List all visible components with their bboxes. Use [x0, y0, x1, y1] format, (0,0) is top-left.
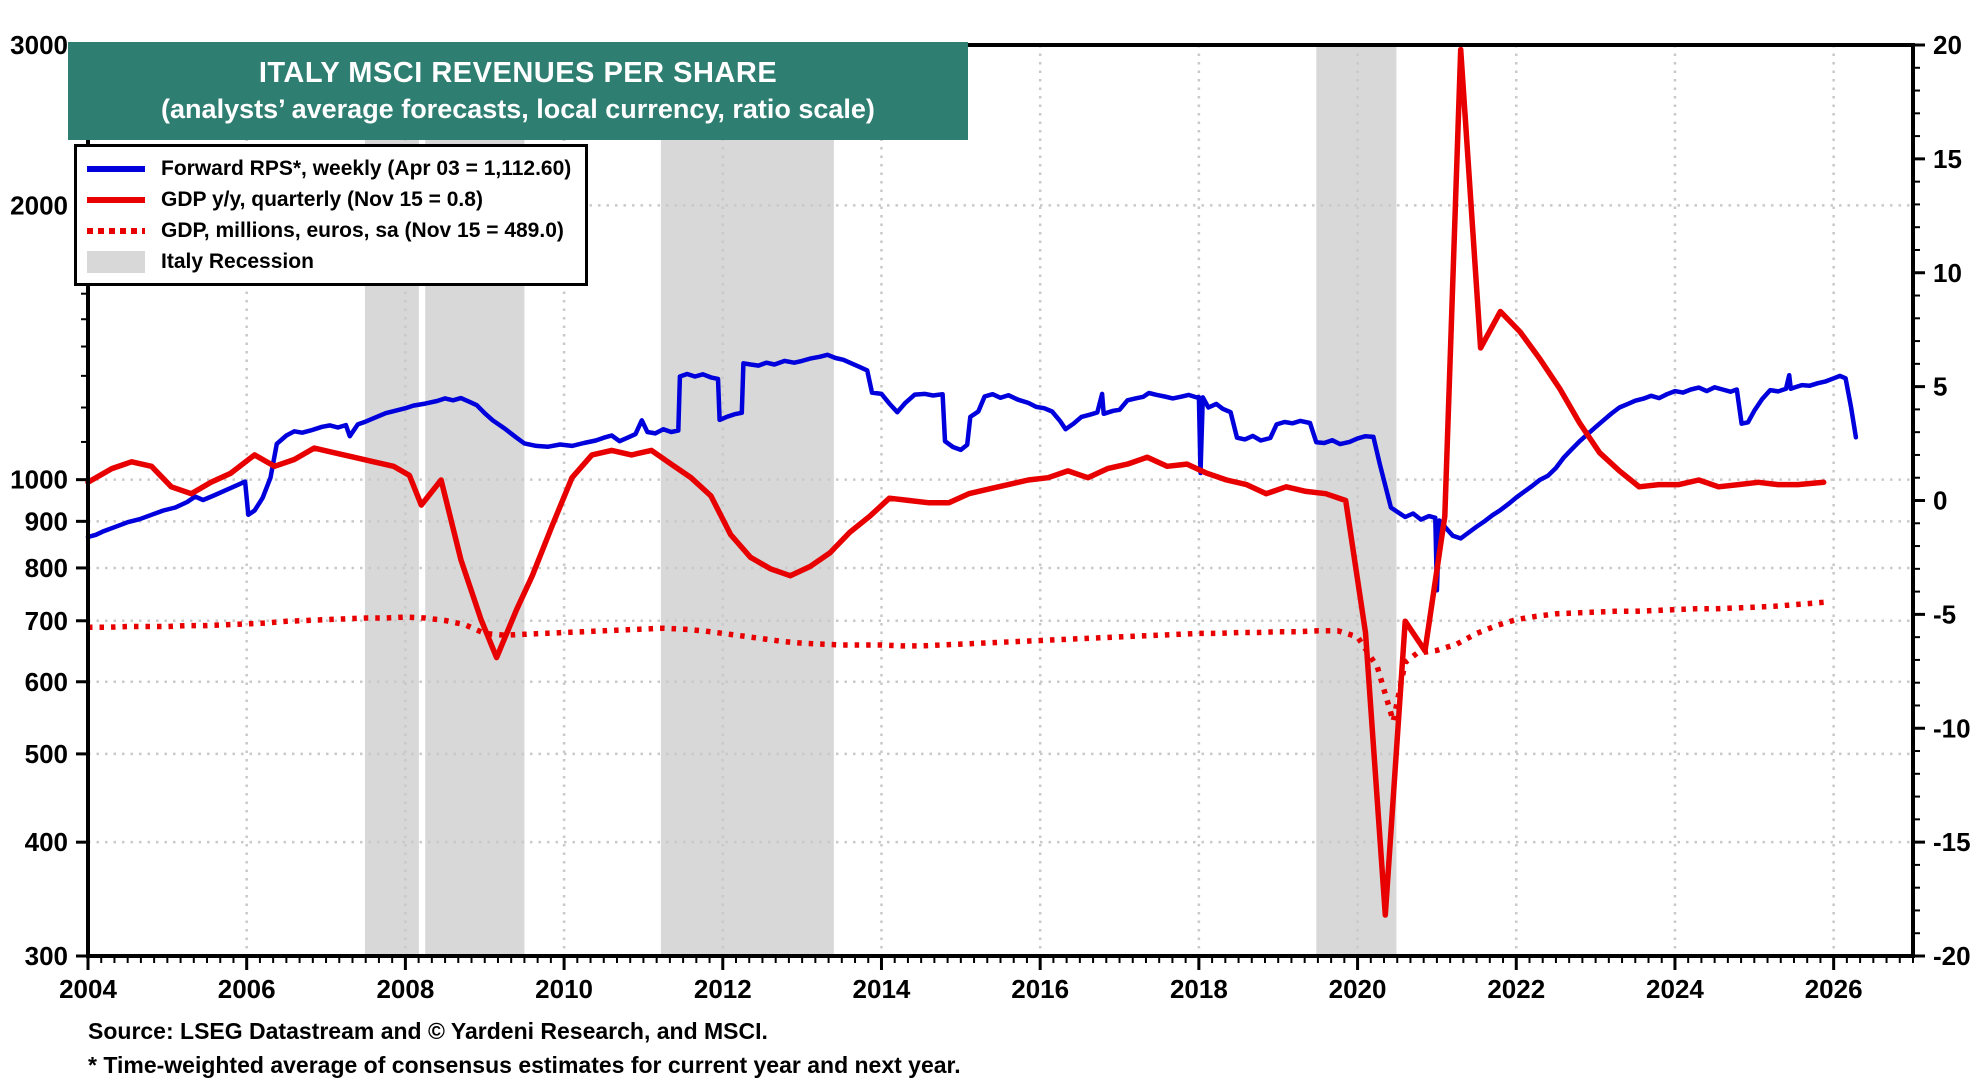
x-axis-label: 2022	[1487, 974, 1545, 1004]
forward-rps-line	[85, 352, 1859, 593]
chart-footer: Source: LSEG Datastream and © Yardeni Re…	[88, 1014, 961, 1082]
x-axis-label: 2008	[376, 974, 434, 1004]
right-axis-label: -15	[1933, 827, 1971, 857]
x-axis-label: 2020	[1329, 974, 1387, 1004]
red-line-swatch-icon	[87, 196, 145, 203]
right-axis-label: 20	[1933, 30, 1962, 60]
x-axis-label: 2012	[694, 974, 752, 1004]
left-axis-label: 500	[25, 739, 68, 769]
left-axis-label: 3000	[10, 30, 68, 60]
recession-swatch-icon	[87, 250, 145, 273]
right-axis-label: -20	[1933, 941, 1971, 971]
left-axis-label: 600	[25, 667, 68, 697]
x-axis-label: 2026	[1805, 974, 1863, 1004]
right-axis-label: 5	[1933, 372, 1947, 402]
right-axis-label: -10	[1933, 713, 1971, 743]
legend-label: GDP, millions, euros, sa (Nov 15 = 489.0…	[161, 218, 564, 242]
right-axis-label: 10	[1933, 258, 1962, 288]
left-axis-label: 900	[25, 506, 68, 536]
left-axis-label: 800	[25, 553, 68, 583]
blue-line-swatch-icon	[87, 165, 145, 172]
gdp-level-dotted-line	[88, 599, 1824, 725]
right-axis-label: 15	[1933, 144, 1962, 174]
footnote: * Time-weighted average of consensus est…	[88, 1052, 961, 1078]
red-dotted-swatch-icon	[87, 227, 145, 234]
chart-subtitle: (analysts’ average forecasts, local curr…	[161, 94, 875, 124]
right-axis-label: -5	[1933, 599, 1956, 629]
chart-title: ITALY MSCI REVENUES PER SHARE	[258, 57, 778, 89]
left-axis-label: 400	[25, 827, 68, 857]
left-axis-label: 700	[25, 606, 68, 636]
recession-band	[660, 45, 834, 956]
left-axis-label: 2000	[10, 190, 68, 220]
legend: Forward RPS*, weekly (Apr 03 = 1,112.60)…	[74, 144, 589, 286]
left-axis-label: 1000	[10, 465, 68, 495]
x-axis-label: 2006	[218, 974, 276, 1004]
legend-item-recession: Italy Recession	[87, 246, 571, 277]
x-axis-label: 2018	[1170, 974, 1228, 1004]
legend-item-forward-rps: Forward RPS*, weekly (Apr 03 = 1,112.60)	[87, 153, 571, 184]
legend-item-gdp-level: GDP, millions, euros, sa (Nov 15 = 489.0…	[87, 215, 571, 246]
recession-band	[1316, 45, 1397, 956]
left-axis-label: 300	[25, 941, 68, 971]
x-axis-label: 2016	[1011, 974, 1069, 1004]
legend-label: GDP y/y, quarterly (Nov 15 = 0.8)	[161, 187, 483, 211]
x-axis-label: 2004	[59, 974, 117, 1004]
legend-label: Forward RPS*, weekly (Apr 03 = 1,112.60)	[161, 156, 572, 180]
chart-title-box: ITALY MSCI REVENUES PER SHARE (analysts’…	[68, 42, 968, 140]
x-axis-label: 2014	[853, 974, 911, 1004]
right-axis-label: 0	[1933, 486, 1947, 516]
source-note: Source: LSEG Datastream and © Yardeni Re…	[88, 1018, 768, 1044]
x-axis-label: 2010	[535, 974, 593, 1004]
x-axis-label: 2024	[1646, 974, 1704, 1004]
legend-item-gdp-yoy: GDP y/y, quarterly (Nov 15 = 0.8)	[87, 184, 571, 215]
gdp-yoy-line	[85, 46, 1827, 918]
legend-label: Italy Recession	[161, 249, 314, 273]
